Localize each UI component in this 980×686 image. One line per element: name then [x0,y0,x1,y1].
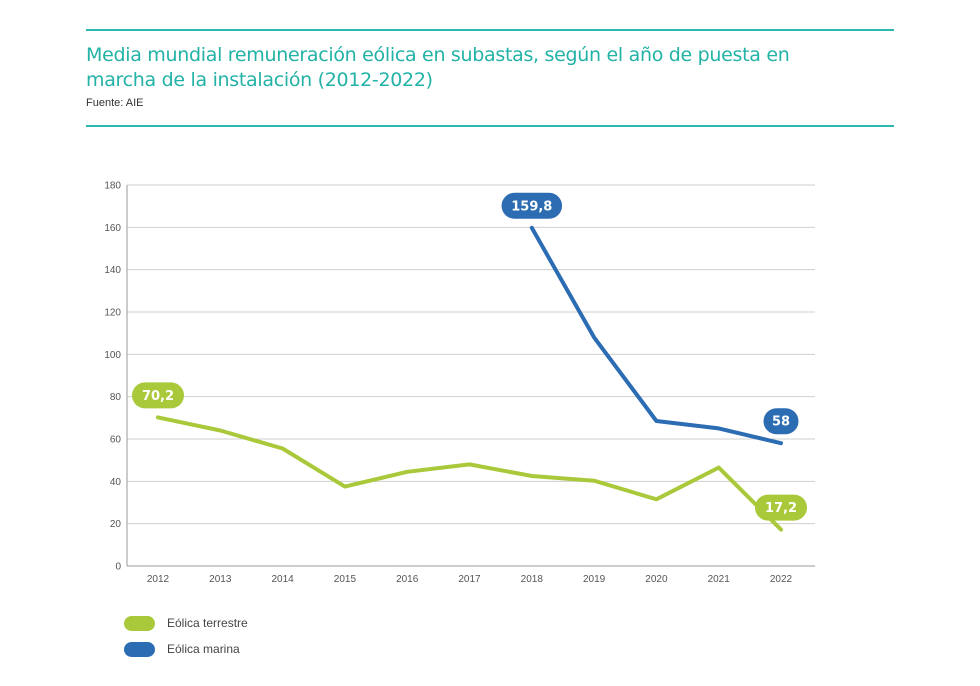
x-tick-label: 2017 [458,574,481,585]
y-tick-label: 120 [104,308,121,319]
x-tick-label: 2013 [209,574,232,585]
data-label-bubble [755,494,807,521]
series-lines [156,225,783,532]
y-tick-label: 40 [110,477,122,488]
series-line-0 [156,415,783,532]
data-label-text: 17,2 [765,501,797,516]
top-rule [86,29,894,31]
legend-item-marina: Eólica marina [124,638,248,660]
y-tick-label: 60 [110,435,122,446]
legend: Eólica terrestre Eólica marina [124,612,248,664]
x-tick-label: 2014 [271,574,294,585]
bottom-rule [86,125,894,127]
x-tick-label: 2019 [583,574,606,585]
legend-swatch-marina [124,641,155,657]
series-line-1 [529,225,783,446]
data-label-bubble [501,192,563,219]
x-tick-label: 2015 [334,574,357,585]
data-label-0-0: 70,2 [132,382,184,409]
y-axis-ticks: 0 20 40 60 80 100 120 140 160 180 [104,181,121,573]
x-axis-ticks: 2012 2013 2014 2015 2016 2017 2018 2019 2020 2021… [147,574,793,585]
chart-source: Fuente: AIE [86,97,144,109]
legend-label-terrestre: Eólica terrestre [167,616,248,630]
x-tick-label: 2020 [645,574,668,585]
x-tick-label: 2012 [147,574,170,585]
x-tick-label: 2018 [521,574,544,585]
y-tick-label: 20 [110,519,122,530]
data-label-bubble [132,382,184,409]
data-label-text: 58 [772,415,790,430]
data-label-text: 159,8 [511,199,552,214]
data-label-text: 70,2 [142,389,174,404]
legend-item-terrestre: Eólica terrestre [124,612,248,634]
y-tick-label: 180 [104,181,121,192]
legend-swatch-terrestre [124,615,155,631]
grid-lines [126,184,815,567]
data-labels: 70,2 17,2 159,8 58 [132,192,807,521]
y-tick-label: 140 [104,265,121,276]
data-label-0-10: 17,2 [755,494,807,521]
data-label-bubble [763,408,799,435]
y-tick-label: 100 [104,350,121,361]
data-label-1-10: 58 [763,408,799,435]
y-tick-label: 80 [110,392,122,403]
chart-title: Media mundial remuneración eólica en sub… [86,44,790,91]
y-tick-label: 160 [104,223,121,234]
x-tick-label: 2016 [396,574,419,585]
x-tick-label: 2022 [770,574,793,585]
y-tick-label: 0 [115,562,121,573]
data-label-1-6: 159,8 [501,192,563,219]
legend-label-marina: Eólica marina [167,642,240,656]
x-tick-label: 2021 [708,574,731,585]
